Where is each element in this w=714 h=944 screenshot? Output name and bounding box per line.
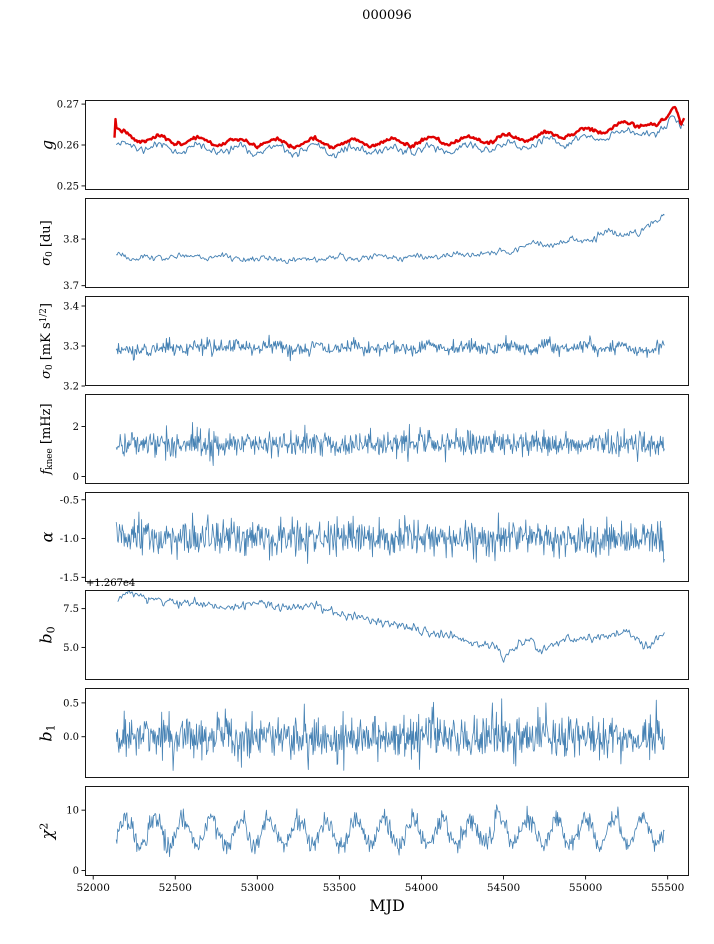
panel-sigma0-du-plot: 3.7 3.8 (63, 198, 689, 292)
y-tick-label: 0.25 (57, 181, 79, 192)
y-axis-label-segment: σ (38, 256, 54, 266)
y-tick-label: 5.0 (63, 643, 79, 654)
y-axis-label-sigma0-du: σ0 [du] (39, 220, 55, 265)
y-axis-label-segment: 0 (45, 251, 56, 257)
series-sigma0-mks (115, 334, 665, 362)
y-tick-label: -1.5 (60, 573, 79, 584)
panel-sigma0-mks-plot: 3.2 3.3 3.4 (63, 296, 689, 393)
y-tick-label: 0.27 (57, 100, 79, 111)
y-tick-label: 0 (73, 866, 79, 877)
y-axis-label-chi2: χ2 (38, 823, 57, 840)
y-axis-label-segment: b (36, 633, 56, 644)
y-tick-label: 0 (73, 472, 79, 483)
panel-g-plot: 0.25 0.26 0.27 (57, 100, 689, 192)
x-tick-label: 55000 (569, 882, 602, 894)
x-tick-label: 54500 (487, 882, 520, 894)
y-tick-label: -1.0 (60, 534, 79, 545)
y-axis-label-segment: 0 (44, 626, 58, 634)
y-axis-label-segment: 0 (45, 364, 56, 371)
axes-frame (85, 688, 689, 778)
y-axis-label-segment: χ (37, 829, 57, 840)
y-tick-label: 2 (73, 422, 79, 433)
figure-title: 000096 (362, 8, 412, 23)
y-tick-label: 3.8 (63, 235, 79, 246)
series-b0 (117, 590, 665, 663)
y-axis-label-segment: f (38, 469, 54, 475)
y-axis-label-segment: g (37, 139, 57, 151)
series-b1 (115, 698, 665, 771)
y-tick-label: 10 (66, 806, 79, 817)
y-axis-label-sigma0-mks: σ0 [mK s1/2] (39, 303, 55, 379)
y-axis-label-segment: 1/2 (39, 308, 50, 323)
y-tick-label: 0.5 (63, 698, 79, 709)
y-axis-label-segment: [mK s (38, 322, 54, 365)
y-tick-label: 0.0 (63, 732, 79, 743)
y-tick-label: 3.2 (63, 382, 79, 393)
x-tick-label: 52500 (159, 882, 192, 894)
y-axis-label-segment: 2 (37, 822, 51, 830)
y-axis-label-alpha: α (38, 532, 57, 543)
series-chi2 (115, 804, 665, 858)
axes-frame (85, 100, 689, 190)
y-axis-label-segment: knee (45, 448, 56, 470)
axes-frame (85, 296, 689, 386)
y-tick-label: 0.26 (57, 141, 79, 152)
x-tick-label: 55500 (651, 882, 684, 894)
y-tick-label: 3.3 (63, 342, 79, 353)
y-axis-label-segment: σ (38, 370, 54, 379)
panel-chi2-plot: 0 10 52000 52500 53000 53500 54000 54500 55000 55… (66, 786, 689, 894)
y-tick-label: 3.7 (63, 281, 79, 292)
y-tick-label: 7.5 (63, 604, 79, 615)
panel-fknee-plot: 02 (73, 394, 689, 484)
x-tick-label: 53000 (241, 882, 274, 894)
panel-alpha-plot: -1.5 -1.0 -0.5 (60, 492, 689, 584)
y-tick-label: -0.5 (60, 495, 79, 506)
axes-frame (85, 394, 689, 484)
y-axis-label-b1: b1 (37, 724, 58, 741)
x-tick-label: 52000 (77, 882, 110, 894)
series-alpha (115, 511, 665, 564)
series-g-model (115, 115, 685, 159)
y-axis-label-segment: α (37, 531, 57, 543)
axes-frame (85, 492, 689, 582)
series-sigma0-du (116, 213, 665, 264)
y-axis-label-segment: [du] (38, 220, 54, 252)
y-axis-label-segment: b (36, 731, 56, 742)
panel-b0-plot: 5.0 7.5 (63, 590, 689, 680)
x-tick-label: 54000 (405, 882, 438, 894)
y-axis-label-b0: b0 (37, 626, 58, 643)
x-tick-label: 53500 (323, 882, 356, 894)
axes-frame (85, 198, 689, 288)
series-g-data (113, 105, 686, 150)
y-axis-offset-text: +1.267e4 (86, 578, 136, 589)
axes-frame (85, 786, 689, 876)
y-axis-label-g: g (38, 140, 57, 150)
x-axis-label: MJD (369, 896, 405, 915)
y-tick-label: 3.4 (63, 302, 79, 313)
panel-b1-plot: 0.0 0.5 (63, 688, 689, 778)
series-fknee (115, 422, 665, 467)
y-axis-label-fknee: fknee [mHz] (39, 403, 55, 474)
y-axis-label-segment: 1 (44, 724, 58, 732)
y-axis-label-segment: [mHz] (38, 403, 54, 449)
y-axis-label-segment: ] (38, 303, 54, 309)
axes-frame (85, 590, 689, 680)
